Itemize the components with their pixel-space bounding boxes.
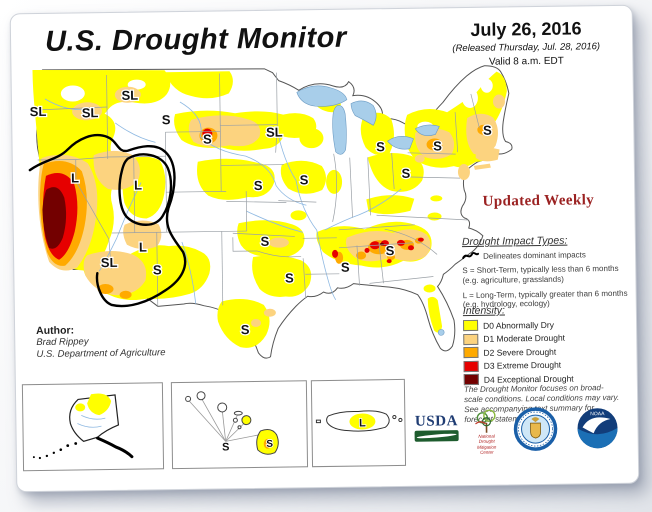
- map-impact-label-s: S: [483, 123, 492, 138]
- impact-type-outlines: [28, 133, 187, 308]
- intensity-swatch-d2: [463, 347, 479, 359]
- inset-hawaii: S S: [170, 380, 309, 470]
- alaska-panhandle: [96, 436, 134, 459]
- usda-logo-band: [414, 430, 459, 442]
- release-note: (Released Thursday, Jul. 28, 2016): [452, 41, 601, 55]
- hawaii-pointer-lines: [188, 397, 259, 442]
- noaa-logo-text: NOAA: [590, 411, 605, 417]
- map-impact-label-l: L: [134, 178, 142, 193]
- ndmc-logo: National Drought Mitigation Center: [466, 407, 507, 458]
- alaska-d0-area: [87, 393, 112, 416]
- state-borders: [35, 72, 480, 307]
- map-impact-label-sl: SL: [121, 88, 138, 103]
- outlying-islands: [315, 414, 403, 424]
- map-impact-label-s: S: [300, 172, 309, 187]
- map-impact-label-s: S: [153, 262, 162, 277]
- map-impact-label-sl: SL: [266, 125, 283, 140]
- report-date: July 26, 2016: [470, 18, 582, 40]
- map-impact-label-s: S: [386, 243, 395, 258]
- noaa-logo: NOAA: [574, 403, 621, 454]
- page-title: U.S. Drought Monitor: [44, 21, 347, 58]
- updated-weekly-note: Updated Weekly: [482, 192, 595, 210]
- map-impact-label-l: L: [139, 239, 147, 254]
- map-impact-label-l: L: [71, 170, 79, 185]
- intensity-label: D1 Moderate Drought: [483, 332, 566, 344]
- intensity-label: D0 Abnormally Dry: [483, 319, 555, 331]
- map-impact-label-s: S: [254, 178, 263, 193]
- map-impact-label-s: S: [241, 322, 250, 337]
- puerto-rico-d0-area: [349, 413, 376, 430]
- usda-logo-text: USDA: [414, 413, 458, 430]
- usda-logo: USDA: [412, 413, 460, 447]
- intensity-rows: D0 Abnormally Dry D1 Moderate Drought D2 S…: [463, 318, 636, 386]
- hawaii-islands: [185, 391, 252, 430]
- great-lakes: [296, 85, 445, 336]
- delineates-label: Delineates dominant impacts: [483, 249, 586, 261]
- drought-monitor-card: U.S. Drought Monitor July 26, 2016 (Rele…: [9, 4, 640, 493]
- big-island-d2-spot: [263, 438, 272, 449]
- intensity-swatch-d3: [463, 360, 479, 372]
- puerto-rico-label: L: [359, 417, 366, 429]
- intensity-swatch-d4: [463, 374, 479, 386]
- hawaii-hub-label: S: [222, 441, 230, 453]
- map-impact-label-s: S: [162, 112, 171, 127]
- alaska-rivers: [77, 415, 106, 428]
- author-org: U.S. Department of Agriculture: [36, 347, 166, 361]
- intensity-item: D2 Severe Drought: [463, 345, 635, 359]
- map-impact-label-s: S: [260, 234, 269, 249]
- map-impact-label-s: S: [402, 166, 411, 181]
- intensity-swatch-d0: [463, 319, 479, 332]
- map-impact-label-s: S: [285, 270, 294, 285]
- intensity-item: D0 Abnormally Dry: [463, 318, 635, 332]
- intensity-item: D3 Extreme Drought: [463, 358, 636, 372]
- author-block: Author: Brad Rippey U.S. Department of A…: [36, 323, 166, 361]
- short-term-definition: S = Short-Term, typically less than 6 mo…: [462, 263, 619, 285]
- intensity-label: D2 Severe Drought: [483, 346, 557, 358]
- map-impact-label-sl: SL: [82, 105, 99, 120]
- map-impact-label-s: S: [376, 139, 385, 154]
- aleutian-islands: [32, 442, 78, 460]
- intensity-item: D1 Moderate Drought: [463, 331, 635, 345]
- ndmc-logo-text: National Drought Mitigation Center: [477, 433, 497, 456]
- delineation-squiggle-icon: [462, 251, 480, 260]
- intensity-label: D3 Extreme Drought: [483, 359, 562, 372]
- intensity-legend: Intensity: D0 Abnormally Dry D1 Moderate …: [463, 303, 636, 388]
- map-impact-label-sl: SL: [101, 255, 118, 270]
- impact-types-title: Drought Impact Types:: [461, 234, 568, 249]
- ndmc-tree-icon: [475, 409, 496, 433]
- map-impact-label-s: S: [341, 260, 350, 275]
- map-impact-label-s: S: [433, 138, 442, 153]
- map-impact-label-sl: SL: [30, 104, 47, 119]
- commerce-dept-seal: [512, 404, 559, 455]
- noaa-seabird-swoosh: [582, 417, 611, 434]
- intensity-title: Intensity:: [462, 304, 505, 318]
- doc-shield: [530, 422, 541, 439]
- map-impact-label-s: S: [203, 132, 212, 147]
- doc-eagle: [531, 417, 540, 423]
- impact-types-legend: Drought Impact Types: Delineates dominan…: [462, 234, 635, 310]
- intensity-swatch-d1: [463, 333, 479, 345]
- noaa-lower-half: [577, 427, 618, 449]
- big-island-label: S: [266, 439, 273, 450]
- inset-alaska: [21, 382, 165, 472]
- inset-puerto-rico: L: [310, 378, 407, 468]
